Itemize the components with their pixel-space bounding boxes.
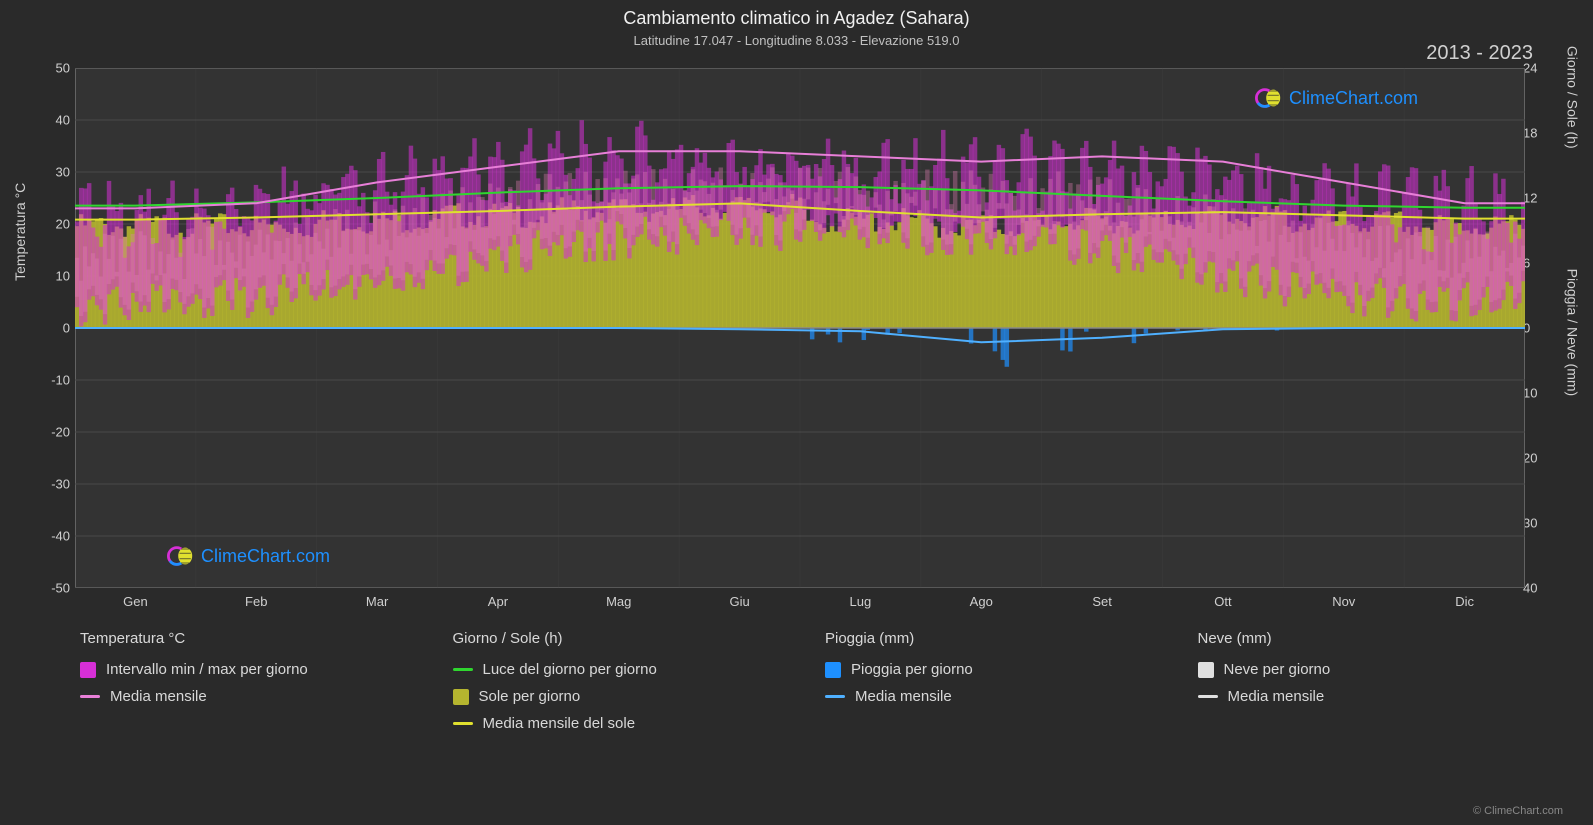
legend-swatch <box>825 662 841 678</box>
legend-swatch <box>825 695 845 698</box>
x-tick: Lug <box>850 594 872 609</box>
legend-item: Media mensile del sole <box>453 715 786 732</box>
x-tick: Nov <box>1332 594 1355 609</box>
legend-item: Pioggia per giorno <box>825 661 1158 678</box>
y-right-tick-mm: 40 <box>1523 581 1563 596</box>
legend-items: Pioggia per giorno Media mensile <box>825 661 1158 705</box>
legend-item: Media mensile <box>825 688 1158 705</box>
legend-item: Media mensile <box>1198 688 1531 705</box>
y-axis-right-top-label: Giorno / Sole (h) <box>1565 46 1581 149</box>
copyright: © ClimeChart.com <box>1473 805 1563 817</box>
page-title: Cambiamento climatico in Agadez (Sahara) <box>0 0 1593 29</box>
brand-logo: ClimeChart.com <box>1255 84 1418 112</box>
y-axis-right-bottom-label: Pioggia / Neve (mm) <box>1565 269 1581 397</box>
brand-logo-text: ClimeChart.com <box>201 546 330 567</box>
chart-container: Cambiamento climatico in Agadez (Sahara)… <box>0 0 1593 825</box>
legend-header: Giorno / Sole (h) <box>453 630 786 647</box>
x-tick: Apr <box>488 594 508 609</box>
legend-header: Pioggia (mm) <box>825 630 1158 647</box>
x-tick: Mag <box>606 594 631 609</box>
y-left-tick: -10 <box>30 373 70 388</box>
y-axis-left: 50403020100-10-20-30-40-50 <box>30 68 70 588</box>
legend-swatch <box>1198 695 1218 698</box>
y-right-tick-hours: 12 <box>1523 191 1563 206</box>
y-right-tick-mm: 10 <box>1523 386 1563 401</box>
y-left-tick: 50 <box>30 61 70 76</box>
legend-swatch <box>453 668 473 671</box>
y-left-tick: 0 <box>30 321 70 336</box>
legend-header: Temperatura °C <box>80 630 413 647</box>
legend-item: Neve per giorno <box>1198 661 1531 678</box>
x-axis: Gen Feb Mar Apr Mag Giu Lug Ago Set Ott Nov Dic <box>75 592 1525 612</box>
legend-items: Luce del giorno per giorno Sole per giorn… <box>453 661 786 732</box>
x-tick: Ott <box>1214 594 1231 609</box>
page-subtitle: Latitudine 17.047 - Longitudine 8.033 - … <box>0 29 1593 48</box>
legend-label: Neve per giorno <box>1224 661 1331 678</box>
legend-header: Neve (mm) <box>1198 630 1531 647</box>
legend-label: Intervallo min / max per giorno <box>106 661 308 678</box>
legend-col-snow: Neve (mm) Neve per giorno Media mensile <box>1198 630 1531 742</box>
y-left-tick: 20 <box>30 217 70 232</box>
legend-swatch <box>80 662 96 678</box>
legend-items: Intervallo min / max per giorno Media men… <box>80 661 413 705</box>
legend-item: Sole per giorno <box>453 688 786 705</box>
y-left-tick: -20 <box>30 425 70 440</box>
y-axis-left-label: Temperatura °C <box>12 183 28 281</box>
y-left-tick: 10 <box>30 269 70 284</box>
y-right-tick-mm: 30 <box>1523 516 1563 531</box>
y-axis-right: 2418126010203040 <box>1523 68 1563 588</box>
legend-label: Media mensile <box>855 688 952 705</box>
y-left-tick: 40 <box>30 113 70 128</box>
legend-item: Intervallo min / max per giorno <box>80 661 413 678</box>
legend-col-rain: Pioggia (mm) Pioggia per giorno Media men… <box>825 630 1158 742</box>
y-left-tick: 30 <box>30 165 70 180</box>
x-tick: Dic <box>1455 594 1474 609</box>
legend-label: Luce del giorno per giorno <box>483 661 657 678</box>
x-tick: Feb <box>245 594 267 609</box>
legend-label: Media mensile <box>110 688 207 705</box>
legend: Temperatura °C Intervallo min / max per … <box>80 630 1530 742</box>
legend-col-temperature: Temperatura °C Intervallo min / max per … <box>80 630 413 742</box>
legend-swatch <box>453 689 469 705</box>
x-tick: Gen <box>123 594 148 609</box>
y-right-tick-hours: 0 <box>1523 321 1563 336</box>
legend-label: Media mensile <box>1228 688 1325 705</box>
legend-item: Luce del giorno per giorno <box>453 661 786 678</box>
y-left-tick: -50 <box>30 581 70 596</box>
y-left-tick: -30 <box>30 477 70 492</box>
chart-svg <box>75 68 1525 588</box>
legend-col-daylight: Giorno / Sole (h) Luce del giorno per gi… <box>453 630 786 742</box>
y-right-tick-hours: 24 <box>1523 61 1563 76</box>
y-left-tick: -40 <box>30 529 70 544</box>
legend-swatch <box>1198 662 1214 678</box>
x-tick: Ago <box>970 594 993 609</box>
y-right-tick-mm: 20 <box>1523 451 1563 466</box>
x-tick: Mar <box>366 594 388 609</box>
brand-logo-text: ClimeChart.com <box>1289 88 1418 109</box>
legend-label: Pioggia per giorno <box>851 661 973 678</box>
plot-area-wrap: ClimeChart.com ClimeChart.com <box>75 68 1525 588</box>
x-tick: Set <box>1092 594 1112 609</box>
legend-label: Media mensile del sole <box>483 715 636 732</box>
legend-items: Neve per giorno Media mensile <box>1198 661 1531 705</box>
year-range: 2013 - 2023 <box>1426 42 1533 65</box>
legend-label: Sole per giorno <box>479 688 581 705</box>
legend-swatch <box>453 722 473 725</box>
brand-logo: ClimeChart.com <box>167 542 330 570</box>
brand-logo-icon <box>1255 84 1283 112</box>
y-right-tick-hours: 18 <box>1523 126 1563 141</box>
legend-item: Media mensile <box>80 688 413 705</box>
brand-logo-icon <box>167 542 195 570</box>
legend-swatch <box>80 695 100 698</box>
x-tick: Giu <box>729 594 749 609</box>
y-right-tick-hours: 6 <box>1523 256 1563 271</box>
